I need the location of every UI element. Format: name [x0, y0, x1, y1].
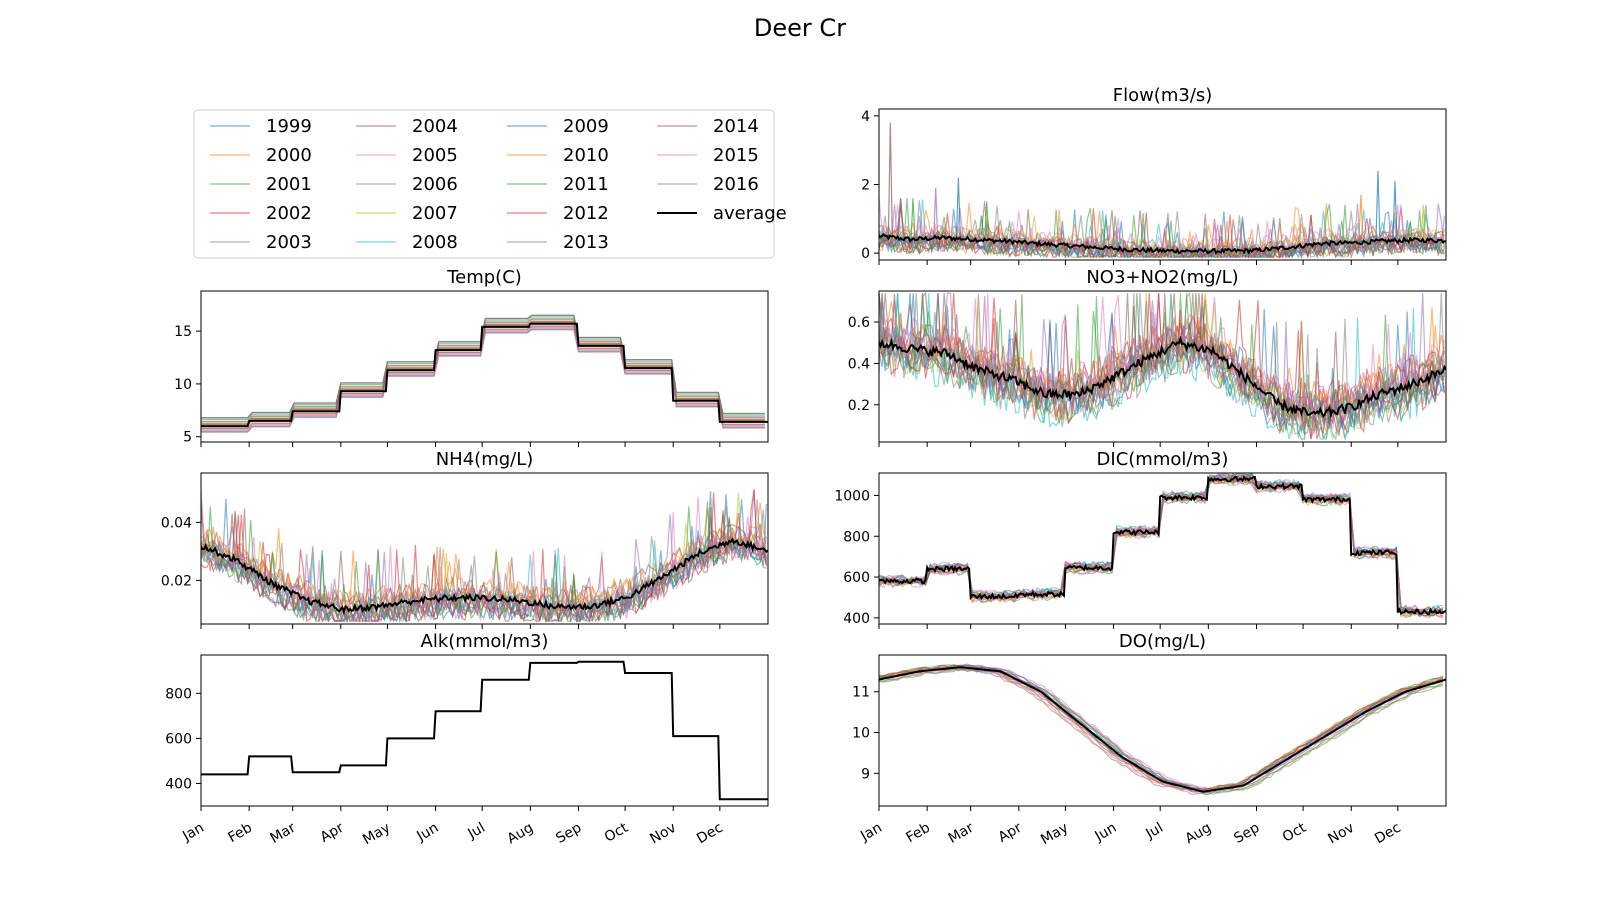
legend-label-2005: 2005 [412, 145, 458, 166]
series-spike [955, 177, 961, 240]
y-tick-label: 600 [165, 731, 192, 747]
legend-label-2014: 2014 [713, 116, 759, 137]
y-tick-label: 0.4 [848, 356, 870, 372]
y-tick-label: 600 [843, 570, 870, 586]
series-average [201, 660, 768, 801]
y-tick-label: 10 [174, 377, 192, 393]
legend-label-2007: 2007 [412, 203, 458, 224]
y-tick-label: 0 [861, 246, 870, 262]
y-tick-label: 0.02 [161, 573, 192, 589]
series-lines [879, 663, 1446, 796]
series-lines [879, 122, 1446, 260]
series-2015 [201, 497, 767, 623]
series-2013 [879, 292, 1445, 430]
legend-label-2003: 2003 [266, 232, 312, 253]
panel-title: NH4(mg/L) [436, 449, 534, 470]
figure-title: Deer Cr [754, 14, 846, 42]
legend-label-2008: 2008 [412, 232, 458, 253]
series-2016 [879, 291, 1445, 434]
y-tick-label: 0.04 [161, 515, 192, 531]
y-tick-label: 800 [843, 529, 870, 545]
y-tick-label: 11 [852, 685, 870, 701]
legend-label-2012: 2012 [563, 203, 609, 224]
series-lines [879, 473, 1446, 619]
legend: 1999 2000 2001 2002 2003 2004 2005 2006 2007 2008… [193, 109, 787, 259]
series-average [201, 322, 768, 428]
axes-frame [878, 654, 1447, 807]
series-lines [201, 660, 768, 801]
series-2016 [879, 198, 1445, 259]
legend-frame [193, 109, 775, 259]
y-tick-label: 400 [165, 776, 192, 792]
y-tick-label: 800 [165, 686, 192, 702]
y-tick-label: 15 [174, 324, 192, 340]
legend-label-average: average [713, 203, 787, 224]
series-average [879, 666, 1446, 793]
series-spike [933, 187, 939, 240]
y-tick-label: 1000 [834, 488, 870, 504]
legend-label-2013: 2013 [563, 232, 609, 253]
legend-label-2016: 2016 [713, 174, 759, 195]
series-2016 [879, 475, 1443, 616]
axes-frame [878, 472, 1447, 625]
series-lines [201, 488, 768, 624]
legend-label-1999: 1999 [266, 116, 312, 137]
legend-label-2001: 2001 [266, 174, 312, 195]
series-2013 [879, 200, 1445, 260]
series-2004 [201, 523, 767, 612]
series-lines [879, 291, 1446, 442]
panel-temp: Temp(C) 5 10 15 [174, 267, 769, 447]
series-spike [1420, 205, 1426, 240]
legend-label-2009: 2009 [563, 116, 609, 137]
legend-label-2004: 2004 [412, 116, 458, 137]
y-tick-label: 400 [843, 611, 870, 627]
panel-no3: NO3+NO2(mg/L) 0.2 0.4 0.6 [848, 267, 1447, 447]
panel-title: DO(mg/L) [1119, 631, 1206, 652]
legend-label-2006: 2006 [412, 174, 458, 195]
y-tick-label: 0.2 [848, 398, 870, 414]
panel-flow: Flow(m3/s) 0 2 4 [861, 85, 1447, 265]
series-spike [1358, 194, 1364, 240]
series-2015 [201, 329, 765, 433]
axes-frame [878, 290, 1447, 443]
panel-nh4: NH4(mg/L) 0.02 0.04 [161, 449, 769, 629]
series-spike [887, 122, 893, 240]
series-average [879, 475, 1446, 616]
axes-frame [200, 654, 769, 807]
y-tick-label: 10 [852, 726, 870, 742]
series-spike [984, 201, 990, 240]
series-average [879, 335, 1446, 419]
panel-title: NO3+NO2(mg/L) [1086, 267, 1238, 288]
x-tick-label: Jul [464, 820, 488, 843]
series-spike [1392, 181, 1398, 240]
series-spike [1375, 170, 1381, 240]
y-tick-label: 5 [183, 430, 192, 446]
series-2016 [201, 318, 765, 423]
series-lines [201, 314, 768, 433]
panel-title: Flow(m3/s) [1113, 85, 1213, 106]
panel-dic: DIC(mmol/m3) 400 600 800 1000 [834, 449, 1447, 629]
y-tick-label: 4 [861, 109, 870, 125]
legend-label-2015: 2015 [713, 145, 759, 166]
series-2015 [879, 204, 1445, 253]
series-average [879, 233, 1446, 255]
panel-title: Alk(mmol/m3) [421, 631, 549, 652]
panel-title: DIC(mmol/m3) [1097, 449, 1229, 470]
x-tick-label: Jul [1142, 820, 1166, 843]
legend-label-2011: 2011 [563, 174, 609, 195]
y-tick-label: 9 [861, 766, 870, 782]
y-tick-label: 2 [861, 178, 870, 194]
y-tick-label: 0.6 [848, 315, 870, 331]
axes-frame [200, 472, 769, 625]
legend-label-2000: 2000 [266, 145, 312, 166]
legend-label-2010: 2010 [563, 145, 609, 166]
legend-label-2002: 2002 [266, 203, 312, 224]
axes-frame [200, 290, 769, 443]
series-average [201, 537, 768, 616]
panel-title: Temp(C) [446, 267, 522, 288]
series-spike [910, 198, 916, 240]
